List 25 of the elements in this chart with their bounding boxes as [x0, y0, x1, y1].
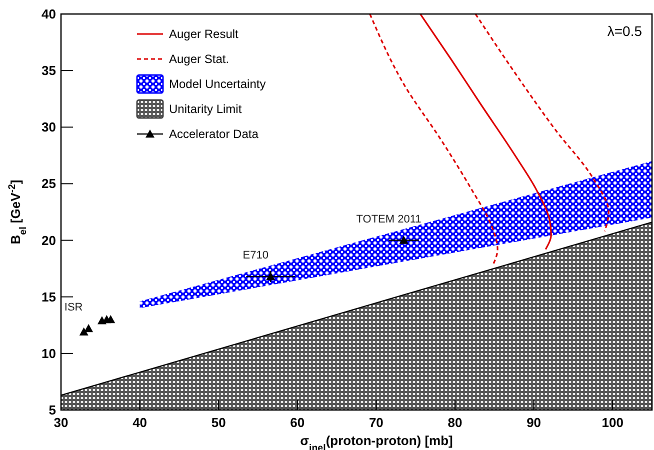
legend-label: Model Uncertainty	[169, 77, 266, 91]
y-tick-label: 10	[42, 346, 56, 361]
x-tick-label: 70	[368, 415, 384, 430]
y-tick-label: 40	[42, 6, 56, 22]
x-tick-label: 30	[54, 415, 68, 430]
y-tick-label: 35	[42, 63, 56, 78]
y-tick-label: 5	[48, 402, 56, 418]
legend-label: Unitarity Limit	[169, 102, 242, 116]
legend-label: Accelerator Data	[169, 127, 259, 141]
y-tick-label: 20	[42, 232, 56, 248]
x-tick-label: 80	[448, 415, 462, 430]
annotation: ISR	[64, 302, 83, 314]
y-tick-label: 30	[42, 120, 56, 135]
legend-label: Auger Result	[169, 27, 240, 41]
x-tick-label: 60	[290, 415, 305, 430]
x-tick-label: 100	[602, 415, 624, 430]
x-tick-label: 90	[526, 415, 542, 430]
annotation: E710	[242, 249, 268, 262]
x-tick-label: 50	[211, 415, 226, 430]
legend-label: Auger Stat.	[169, 52, 230, 66]
annotation: λ=0.5	[607, 23, 642, 39]
y-tick-label: 25	[42, 176, 56, 192]
annotation: TOTEM 2011	[356, 213, 422, 226]
y-tick-label: 15	[42, 289, 56, 304]
x-tick-label: 40	[132, 415, 148, 430]
